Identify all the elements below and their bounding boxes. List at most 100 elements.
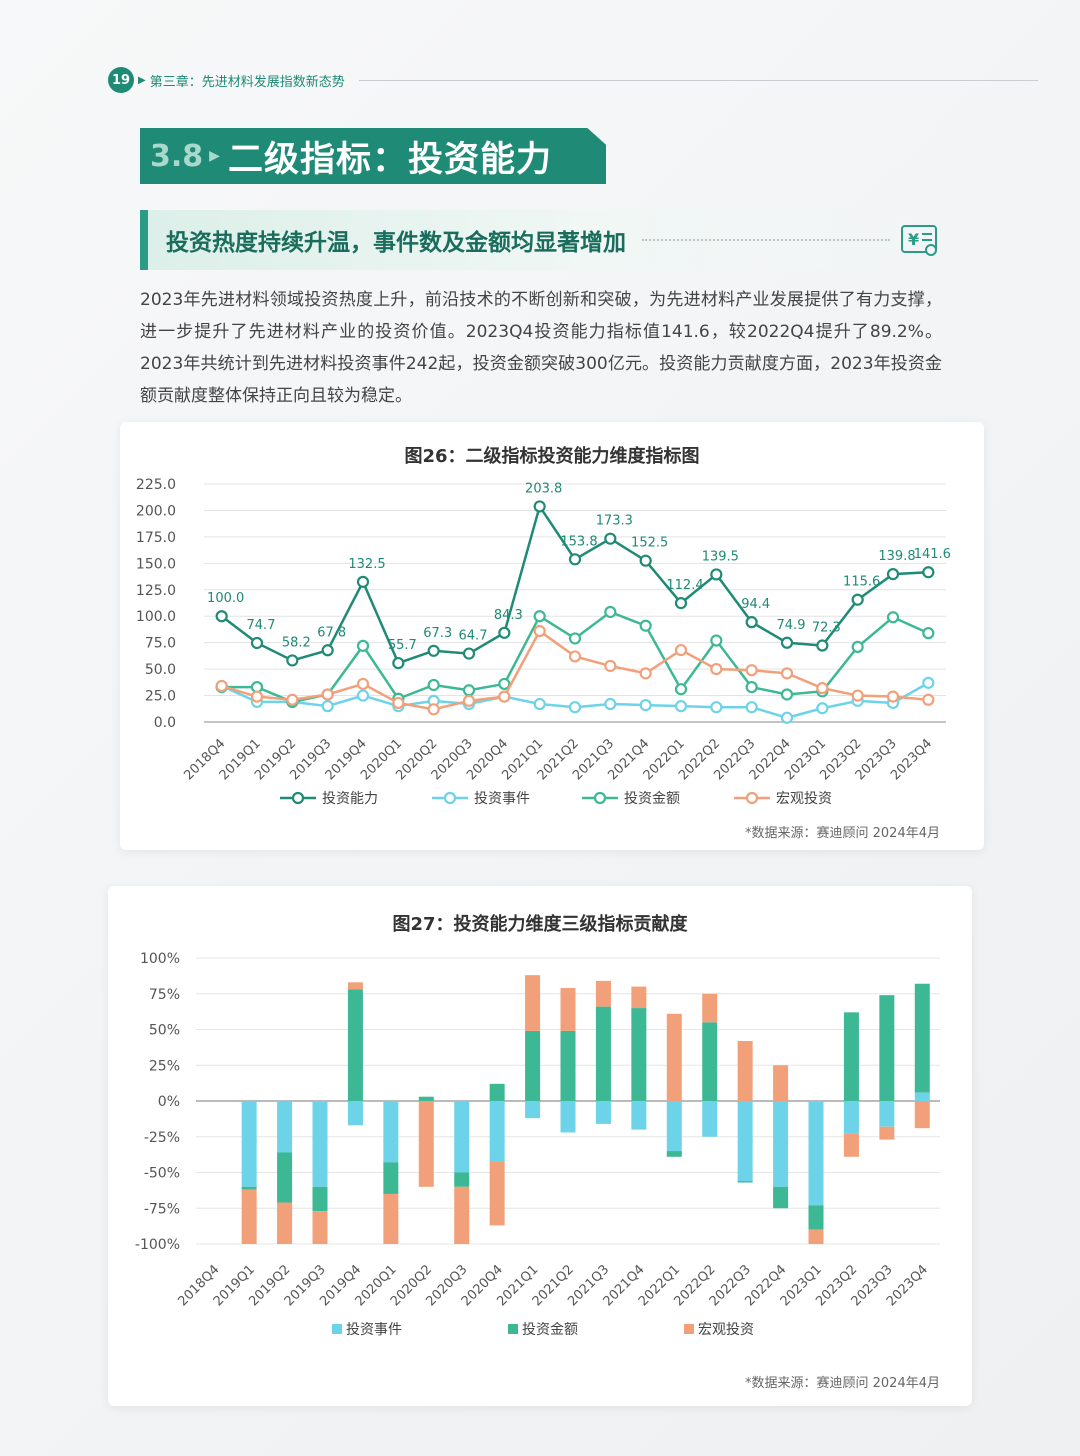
data-label: 132.5 <box>348 557 385 572</box>
y-tick-label: 25.0 <box>145 689 176 705</box>
y-tick-label: 175.0 <box>136 530 176 546</box>
data-point <box>498 677 511 691</box>
y-tick-label: 200.0 <box>136 503 176 519</box>
bar-segment <box>631 986 647 1009</box>
bar-segment <box>843 1012 859 1101</box>
bar-segment <box>808 1101 824 1206</box>
data-point <box>745 701 758 714</box>
bar-segment <box>489 1101 505 1162</box>
data-label: 72.3 <box>812 621 841 636</box>
y-tick-label: 50.0 <box>145 662 176 678</box>
data-point <box>533 500 546 513</box>
legend-label: 投资金额 <box>624 791 680 807</box>
legend-label: 投资事件 <box>346 1322 402 1338</box>
data-point <box>392 696 405 710</box>
play-arrow-icon: ▶ <box>209 148 220 164</box>
bar-segment <box>347 1101 363 1126</box>
y-tick-label: 75.0 <box>145 636 176 652</box>
page-number: 19 <box>108 67 134 93</box>
data-point <box>427 703 440 716</box>
data-point <box>851 689 864 702</box>
data-point <box>392 656 405 670</box>
y-tick-label: 0% <box>158 1094 180 1110</box>
bar-segment <box>383 1101 399 1163</box>
bar-segment <box>525 1101 541 1119</box>
legend-marker <box>291 791 305 805</box>
data-point <box>250 636 264 650</box>
bar-segment <box>560 988 576 1031</box>
data-point <box>215 610 228 623</box>
data-point <box>427 678 440 692</box>
chart27-source: *数据来源：赛迪顾问 2024年4月 <box>745 1376 940 1391</box>
data-point <box>639 554 652 567</box>
data-point <box>674 597 688 610</box>
data-point <box>922 627 935 640</box>
bar-segment <box>277 1152 293 1203</box>
data-label: 100.0 <box>207 591 244 606</box>
y-tick-label: 225.0 <box>136 477 176 493</box>
data-point <box>851 593 864 606</box>
bar-segment <box>595 980 611 1007</box>
section-title: 二级指标：投资能力 <box>227 139 552 180</box>
section-banner: 3.8 ▶ 二级指标：投资能力 <box>140 128 606 184</box>
bar-segment <box>560 1030 576 1101</box>
bar-segment <box>489 1083 505 1101</box>
chart26-line-chart: 225.0 200.0 175.0 150.0 125.0 100.0 75.0 50.0 25… <box>136 477 951 807</box>
bar-segment <box>879 995 895 1101</box>
data-label: 74.7 <box>247 618 276 633</box>
data-point <box>639 698 652 712</box>
y-tick-label: -25% <box>144 1130 180 1146</box>
data-point <box>710 634 723 647</box>
legend-marker <box>443 791 457 805</box>
legend-label: 投资事件 <box>474 791 530 807</box>
bar-segment <box>879 1126 895 1140</box>
y-tick-label: 50% <box>149 1023 180 1039</box>
data-label: 67.8 <box>317 625 346 640</box>
bar-segment <box>312 1101 328 1187</box>
data-label: 55.7 <box>388 638 417 653</box>
data-point <box>427 644 440 657</box>
bar-segment <box>879 1101 895 1127</box>
data-point <box>922 693 935 706</box>
bar-segment <box>666 1013 682 1101</box>
bar-segment <box>773 1186 789 1209</box>
data-point <box>922 566 935 579</box>
data-point <box>604 697 617 711</box>
bar-segment <box>312 1211 328 1244</box>
data-point <box>851 640 864 653</box>
bar-segment <box>454 1186 470 1244</box>
svg-text:¥: ¥ <box>908 230 919 249</box>
bar-segment <box>737 1040 753 1101</box>
data-point <box>745 680 758 694</box>
bar-segment <box>843 1133 859 1157</box>
data-label: 84.3 <box>494 608 523 623</box>
data-point <box>533 610 546 623</box>
data-point <box>816 639 829 652</box>
data-point <box>286 654 299 667</box>
bar-segment <box>418 1096 434 1101</box>
legend-label: 投资能力 <box>322 791 378 807</box>
data-label: 173.3 <box>596 514 633 529</box>
y-tick-label: -100% <box>135 1237 180 1253</box>
chart27-bar-chart: 100%75%50%25%0%-25%-50%-75%-100%2018Q420… <box>135 951 940 1338</box>
data-point <box>816 682 829 695</box>
data-point <box>604 532 617 545</box>
data-point <box>710 568 723 581</box>
y-tick-label: -75% <box>144 1201 180 1217</box>
legend-marker <box>593 791 607 805</box>
data-point <box>356 689 370 702</box>
page-header: 19 ▶ 第三章：先进材料发展指数新态势 <box>108 66 1038 94</box>
data-point <box>886 611 900 624</box>
bar-segment <box>843 1101 859 1134</box>
data-point <box>533 624 546 638</box>
data-point <box>886 568 900 581</box>
data-point <box>604 605 617 619</box>
data-point <box>356 575 370 588</box>
bar-segment <box>241 1186 257 1190</box>
data-point <box>356 677 370 691</box>
data-point <box>533 697 546 711</box>
data-point <box>356 639 370 652</box>
bar-segment <box>808 1229 824 1244</box>
bar-segment <box>702 1022 718 1101</box>
data-label: 58.2 <box>282 635 311 650</box>
